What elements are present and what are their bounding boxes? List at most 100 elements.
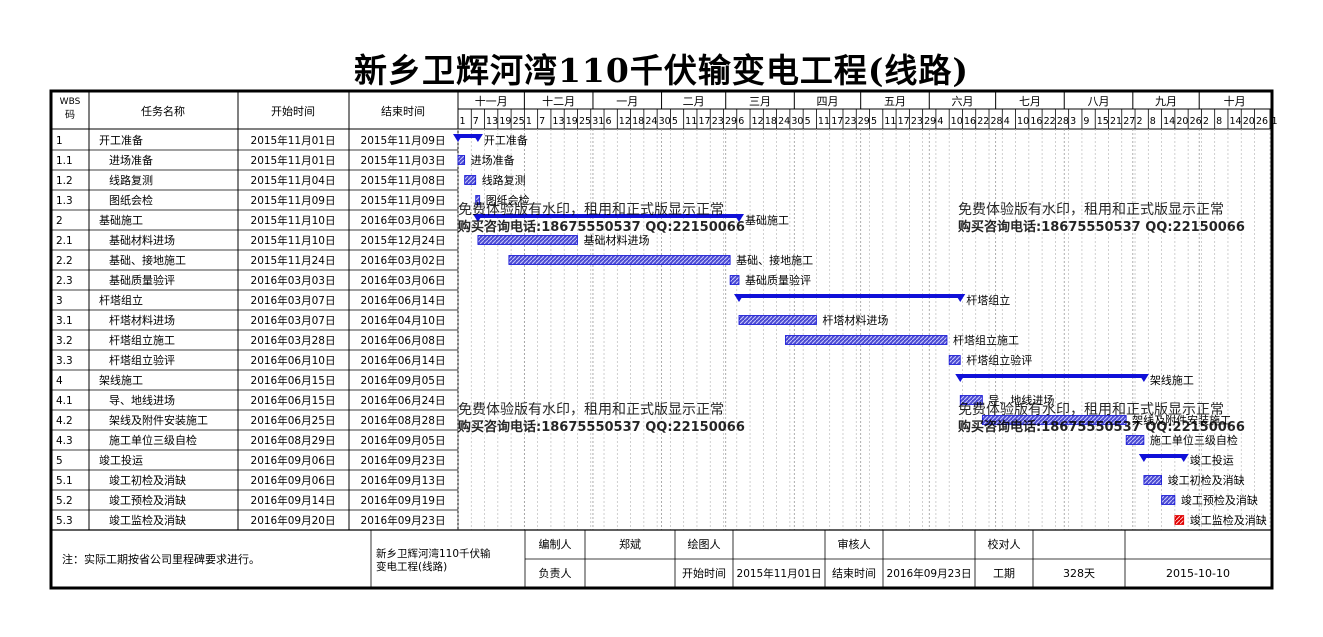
task-wbs: 4.1 (56, 395, 73, 407)
day-label: 20 (1176, 116, 1188, 127)
summary-bar (477, 214, 739, 218)
watermark-line2: 购买咨询电话:18675550537 QQ:22150066 (958, 419, 1245, 435)
month-label: 二月 (683, 95, 705, 108)
task-start: 2016年09月20日 (251, 514, 336, 527)
task-end: 2015年11月09日 (361, 134, 446, 147)
month-label: 四月 (816, 95, 838, 108)
month-label: 十一月 (475, 94, 508, 108)
day-label: 10 (1017, 116, 1029, 127)
task-wbs: 3 (56, 295, 63, 307)
task-name: 竣工初检及消缺 (109, 473, 186, 487)
task-end: 2015年11月09日 (361, 194, 446, 207)
task-name: 架线施工 (99, 373, 143, 387)
watermark-line2: 购买咨询电话:18675550537 QQ:22150066 (958, 219, 1245, 235)
task-name: 施工单位三级自检 (109, 433, 197, 447)
summary-end-marker (1178, 454, 1189, 462)
task-wbs: 3.3 (56, 355, 73, 367)
task-name: 杆塔组立施工 (109, 333, 175, 347)
day-label: 3 (1070, 116, 1076, 127)
summary-end-marker (733, 214, 744, 222)
owner-label: 负责人 (539, 566, 572, 580)
task-name: 导、地线进场 (109, 393, 175, 407)
task-start: 2015年11月01日 (251, 154, 336, 167)
month-label: 一月 (616, 95, 638, 108)
summary-start-marker (733, 294, 744, 302)
task-name: 基础、接地施工 (109, 254, 186, 267)
checker-label: 校对人 (988, 537, 1021, 551)
month-label: 七月 (1019, 95, 1041, 108)
watermark-line2: 购买咨询电话:18675550537 QQ:22150066 (458, 419, 745, 435)
day-label: 7 (473, 116, 479, 127)
watermark-line1: 免费体验版有水印，租用和正式版显示正常 (958, 402, 1224, 418)
task-end: 2016年09月13日 (361, 474, 446, 487)
bar-label: 架线施工 (1150, 373, 1194, 387)
task-start: 2016年09月06日 (251, 474, 336, 487)
day-label: 29 (924, 116, 936, 127)
footer-project: 新乡卫辉河湾110千伏输 (376, 547, 491, 560)
day-label: 12 (619, 116, 631, 127)
day-label: 27 (1123, 116, 1135, 127)
bar-label: 基础质量验评 (745, 273, 811, 287)
day-label: 16 (964, 116, 976, 127)
task-wbs: 1.2 (56, 175, 73, 187)
day-label: 23 (844, 116, 856, 127)
watermark-line1: 免费体验版有水印，租用和正式版显示正常 (958, 202, 1224, 218)
task-end: 2016年06月24日 (361, 394, 446, 407)
day-label: 20 (1243, 116, 1255, 127)
summary-end-marker (472, 134, 483, 142)
task-bar (475, 195, 481, 205)
bar-label: 杆塔组立验评 (966, 353, 1032, 367)
day-label: 4 (937, 116, 943, 127)
summary-end-marker (1138, 374, 1149, 382)
header-start: 开始时间 (271, 104, 315, 118)
bar-label: 进场准备 (471, 153, 515, 167)
task-name: 竣工投运 (99, 453, 143, 467)
task-wbs: 2.3 (56, 275, 73, 287)
summary-bar (458, 134, 478, 138)
task-start: 2016年03月07日 (251, 294, 336, 307)
bar-label: 架线及附件安装施工 (1132, 413, 1231, 427)
day-label: 29 (725, 116, 737, 127)
bar-label: 线路复测 (482, 173, 526, 187)
task-bar (1143, 475, 1162, 485)
day-label: 26 (1256, 116, 1268, 127)
task-end: 2015年12月24日 (361, 234, 446, 247)
day-label: 14 (1163, 116, 1175, 127)
day-label: 1 (1272, 116, 1278, 127)
day-label: 23 (911, 116, 923, 127)
task-bar (1174, 515, 1185, 525)
reviewer-label: 审核人 (838, 537, 871, 551)
task-bar (948, 355, 961, 365)
header-wbs: WBS (60, 97, 81, 107)
task-end: 2016年09月19日 (361, 494, 446, 507)
day-label: 17 (831, 116, 843, 127)
day-label: 11 (818, 116, 830, 127)
summary-bar (1143, 454, 1184, 458)
task-end: 2016年03月06日 (361, 274, 446, 287)
day-label: 6 (606, 116, 612, 127)
bar-label: 基础、接地施工 (736, 254, 813, 267)
bar-label: 竣工监检及消缺 (1190, 513, 1267, 527)
task-end: 2016年09月05日 (361, 434, 446, 447)
task-start: 2016年06月25日 (251, 414, 336, 427)
task-start: 2015年11月10日 (251, 234, 336, 247)
task-bar (959, 395, 983, 405)
bar-label: 导、地线进场 (988, 393, 1054, 407)
month-label: 六月 (951, 95, 973, 108)
task-bar (729, 275, 740, 285)
task-bar (1125, 435, 1145, 445)
day-label: 12 (752, 116, 764, 127)
task-end: 2016年03月06日 (361, 214, 446, 227)
task-bar (1161, 495, 1176, 505)
end-value: 2016年09月23日 (887, 567, 972, 580)
task-name: 开工准备 (99, 133, 143, 147)
day-label: 30 (791, 116, 803, 127)
day-label: 13 (552, 116, 564, 127)
task-start: 2015年11月10日 (251, 214, 336, 227)
page-title: 新乡卫辉河湾110千伏输变电工程(线路) (353, 51, 970, 90)
task-name: 竣工预检及消缺 (109, 493, 186, 507)
day-label: 22 (1044, 116, 1056, 127)
